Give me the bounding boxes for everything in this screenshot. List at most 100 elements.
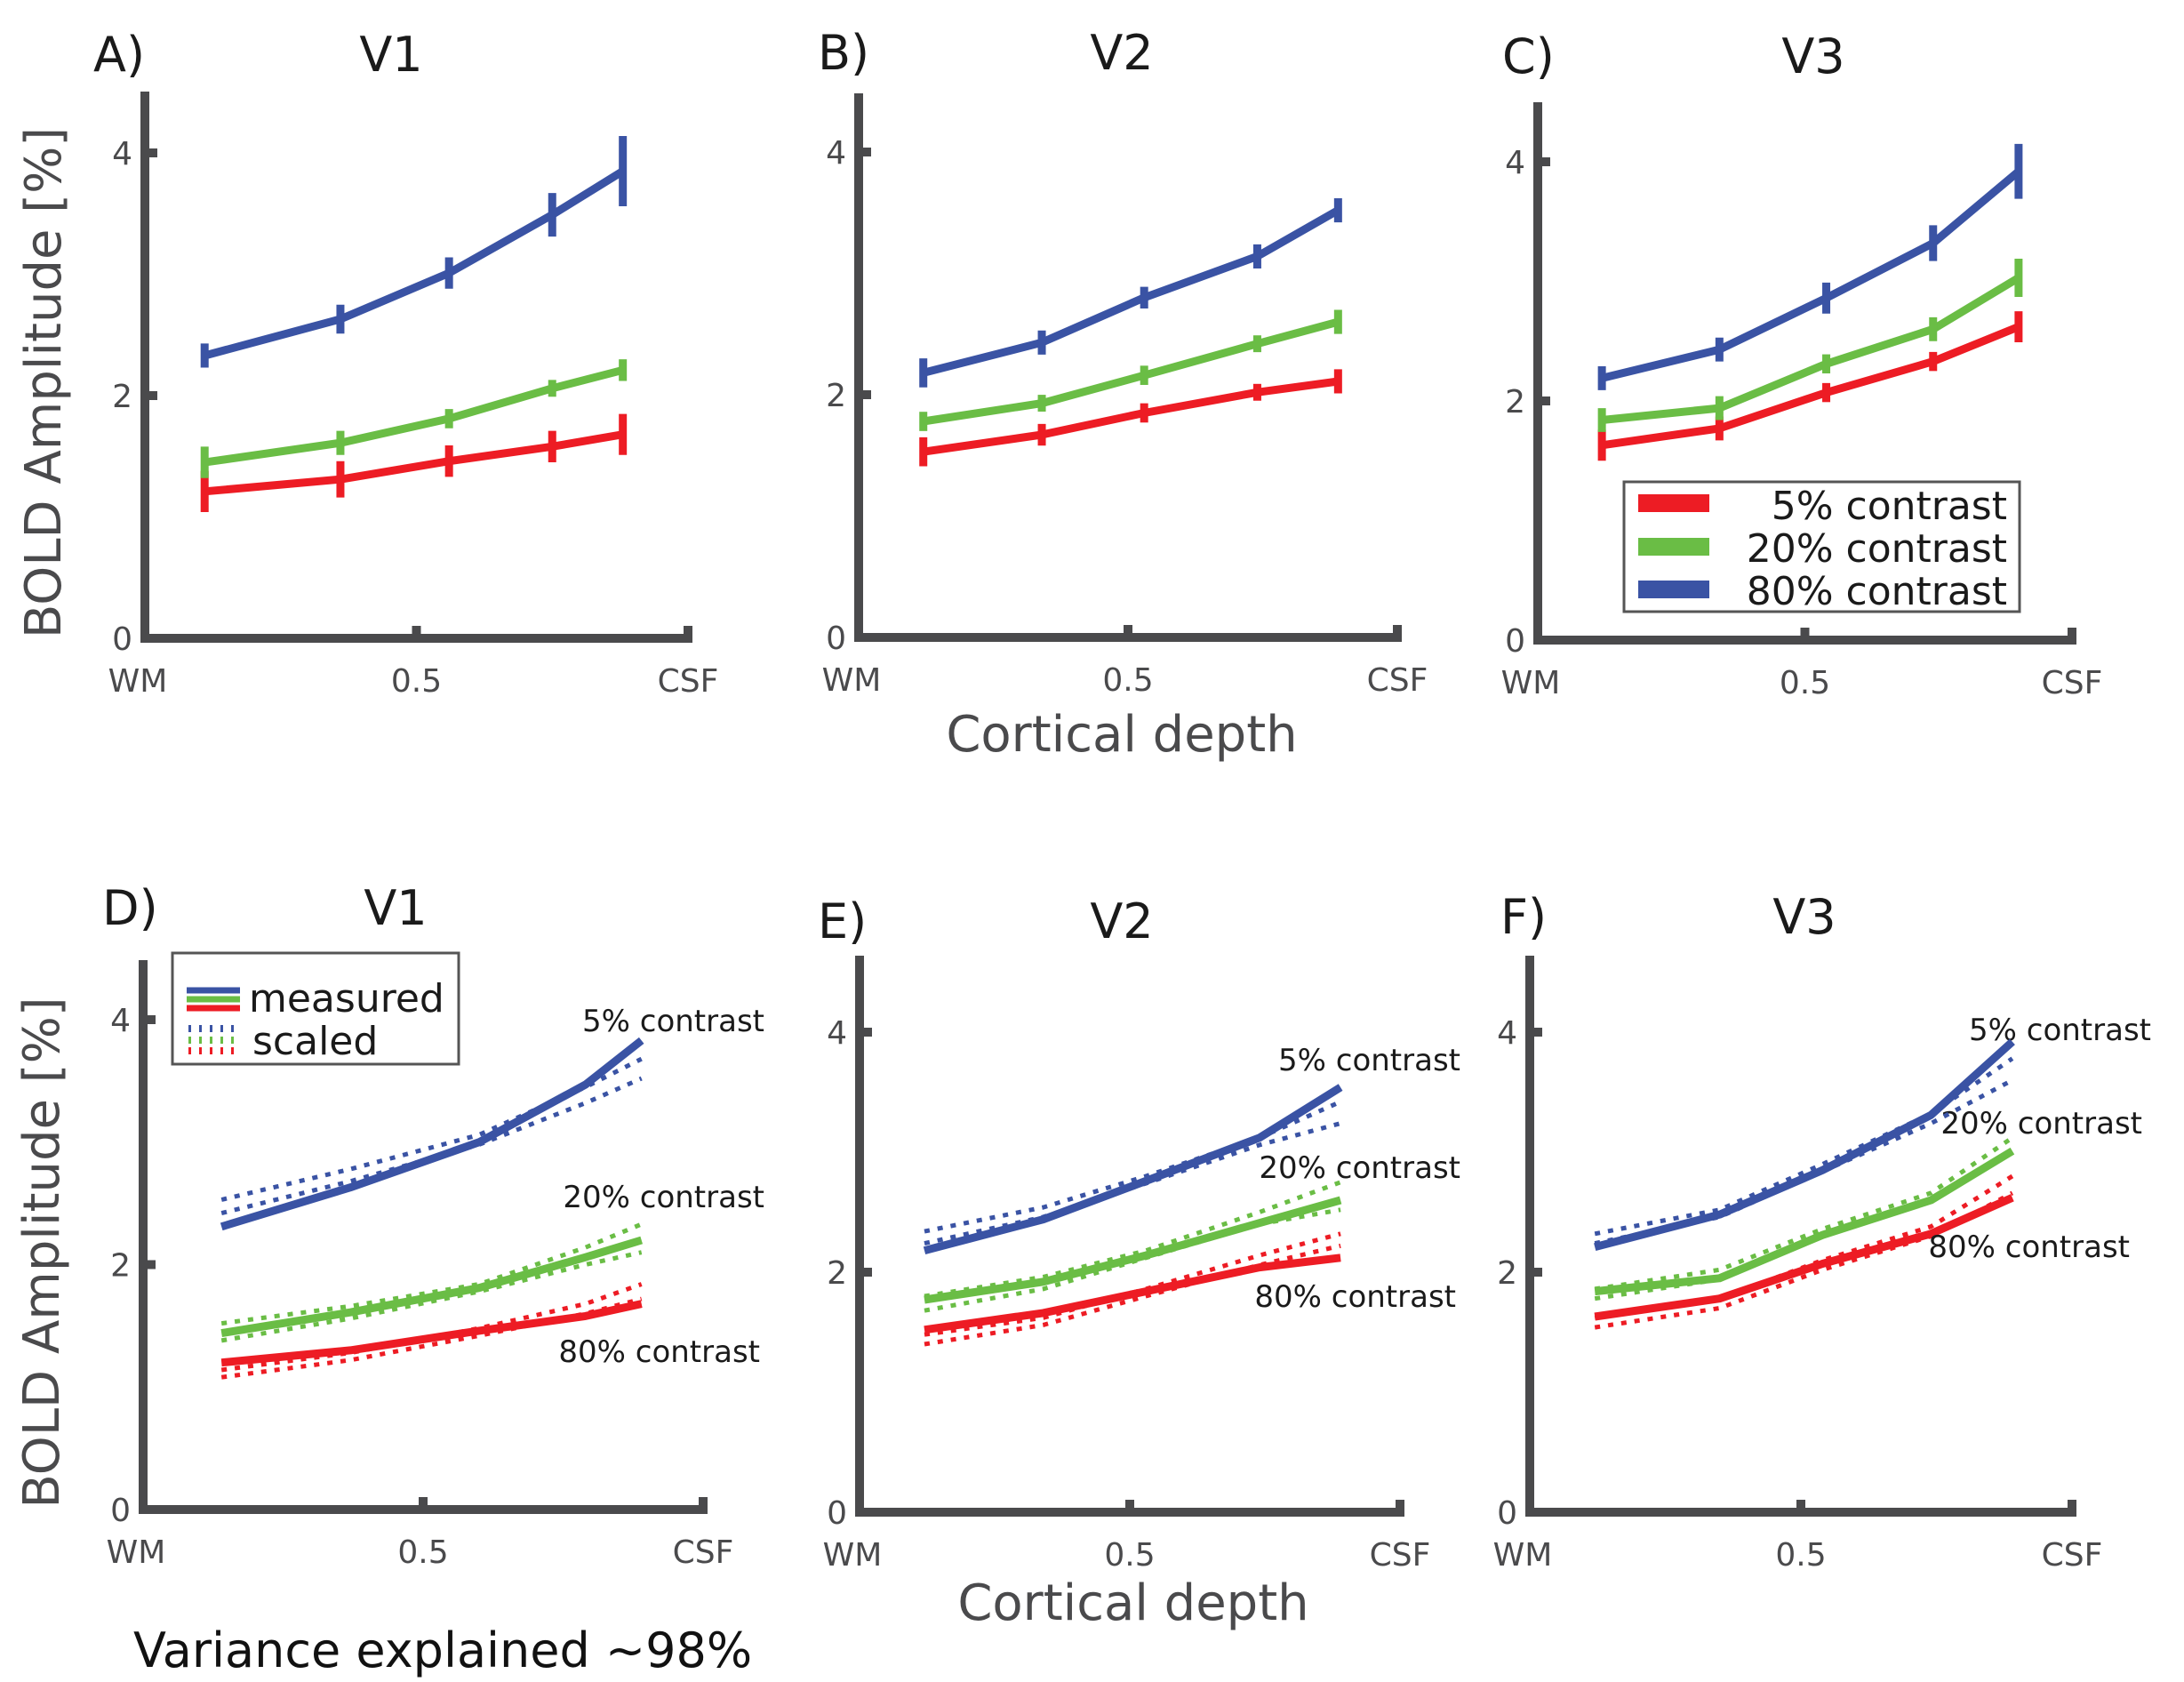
y-tick-label: 2 (1505, 384, 1525, 420)
panel-title: V2 (1090, 25, 1153, 81)
panel-c-v3: C) V3 0 2 4 WM 0.5 CSF (1501, 28, 2103, 701)
series-annotation: 5% contrast (1278, 1043, 1460, 1078)
panel-title: V3 (1781, 28, 1844, 84)
panel-title: V1 (364, 880, 427, 936)
axis-lines (854, 93, 1402, 642)
scaled-line (220, 1056, 643, 1202)
legend-measured-label: measured (249, 976, 444, 1021)
panel-letter: D) (102, 880, 158, 936)
series-line (923, 317, 1340, 426)
panel-title: V1 (359, 27, 422, 83)
x-tick-label: CSF (2042, 665, 2103, 701)
legend-contrast: 5% contrast 20% contrast 80% contrast (1622, 480, 2021, 614)
series-annotation: 5% contrast (1969, 1013, 2151, 1048)
series-annotation: 80% contrast (558, 1334, 760, 1370)
axis-lines (140, 92, 692, 643)
y-tick-label: 0 (1505, 623, 1525, 660)
x-axis-label-top: Cortical depth (946, 706, 1297, 764)
scaled-line (220, 1076, 643, 1216)
panel-title: V3 (1772, 889, 1836, 945)
x-axis-label-bottom: Cortical depth (957, 1574, 1308, 1632)
y-tick-label: 2 (112, 379, 132, 415)
y-tick-label: 4 (1505, 145, 1525, 181)
panel-letter: F) (1500, 889, 1547, 945)
x-tick-label: 0.5 (1104, 1537, 1155, 1574)
legend-scaled-label: scaled (252, 1019, 378, 1064)
scaled-line (924, 1243, 1341, 1347)
y-axis-label: BOLD Amplitude [%] (13, 997, 71, 1508)
series-line (1601, 168, 2021, 382)
legend-label-80: 80% contrast (1747, 569, 2007, 614)
y-tick-label: 0 (1497, 1495, 1517, 1532)
x-tick-label: WM (822, 662, 882, 699)
scaled-line (924, 1180, 1341, 1299)
x-tick-label: 0.5 (1102, 662, 1153, 699)
series-line (922, 206, 1340, 377)
panel-a-v1: A) V1 0 2 4 WM 0.5 CSF BOLD Amplitude [%] (15, 27, 718, 700)
variance-explained-note: Variance explained ~98% (133, 1622, 752, 1678)
x-tick-label: CSF (2042, 1537, 2103, 1574)
scaled-line (220, 1221, 643, 1326)
scaled-line (1594, 1135, 2014, 1292)
measured-line (1594, 1038, 2015, 1252)
x-tick-label: WM (1493, 1537, 1553, 1574)
series-annotation: 20% contrast (563, 1180, 764, 1215)
legend-measured-scaled: measured scaled (171, 951, 460, 1066)
legend-swatch-5 (1638, 494, 1709, 512)
y-tick-label: 4 (1497, 1015, 1517, 1052)
x-tick-label: CSF (1370, 1537, 1431, 1574)
x-tick-label: 0.5 (397, 1534, 448, 1571)
scaled-line (1594, 1056, 2014, 1237)
scaled-line (1594, 1190, 2014, 1330)
y-tick-label: 0 (112, 621, 132, 658)
x-tick-label: 0.5 (1780, 665, 1830, 701)
y-tick-label: 0 (827, 1495, 847, 1532)
y-tick-label: 4 (827, 1015, 847, 1052)
series-line (204, 430, 624, 496)
y-axis-label: BOLD Amplitude [%] (15, 127, 73, 638)
legend-swatch-80 (1638, 581, 1709, 598)
measured-line (220, 1300, 643, 1367)
x-tick-label: 0.5 (391, 663, 442, 700)
series-annotation: 20% contrast (1940, 1106, 2142, 1141)
y-tick-label: 2 (826, 378, 846, 414)
y-tick-label: 4 (112, 136, 132, 172)
axis-lines (1533, 102, 2076, 645)
x-tick-label: CSF (658, 663, 719, 700)
axis-lines (855, 956, 1404, 1517)
legend-label-20: 20% contrast (1747, 526, 2007, 572)
y-tick-label: 0 (110, 1493, 131, 1529)
series-annotation: 5% contrast (582, 1004, 764, 1039)
scaled-line (220, 1282, 643, 1373)
panel-letter: E) (818, 893, 867, 949)
measured-line (923, 1084, 1343, 1255)
panel-letter: B) (818, 25, 869, 81)
series-annotation: 80% contrast (1928, 1229, 2130, 1265)
y-tick-label: 4 (110, 1003, 131, 1039)
axis-lines (139, 960, 708, 1514)
x-tick-label: WM (1501, 665, 1561, 701)
panel-letter: A) (93, 27, 145, 83)
y-tick-label: 0 (826, 621, 846, 657)
series-annotation: 80% contrast (1254, 1279, 1456, 1315)
panel-b-v2: B) V2 0 2 4 WM 0.5 CSF (818, 25, 1428, 699)
measured-line (220, 1236, 644, 1338)
x-tick-label: WM (107, 1534, 166, 1571)
measured-line (1594, 1147, 2015, 1296)
panel-title: V2 (1090, 893, 1153, 949)
y-tick-label: 2 (827, 1255, 847, 1292)
x-tick-label: WM (823, 1537, 883, 1574)
measured-line (220, 1037, 644, 1231)
x-tick-label: 0.5 (1775, 1537, 1826, 1574)
measured-line (924, 1196, 1342, 1304)
scaled-line (924, 1100, 1342, 1234)
measured-line (1594, 1194, 2014, 1321)
panel-letter: C) (1502, 28, 1555, 84)
y-tick-label: 2 (1497, 1255, 1517, 1292)
measured-line (924, 1253, 1341, 1334)
legend-swatch-20 (1638, 538, 1709, 556)
series-line (204, 167, 626, 360)
x-tick-label: CSF (673, 1534, 734, 1571)
y-tick-label: 4 (826, 135, 846, 172)
